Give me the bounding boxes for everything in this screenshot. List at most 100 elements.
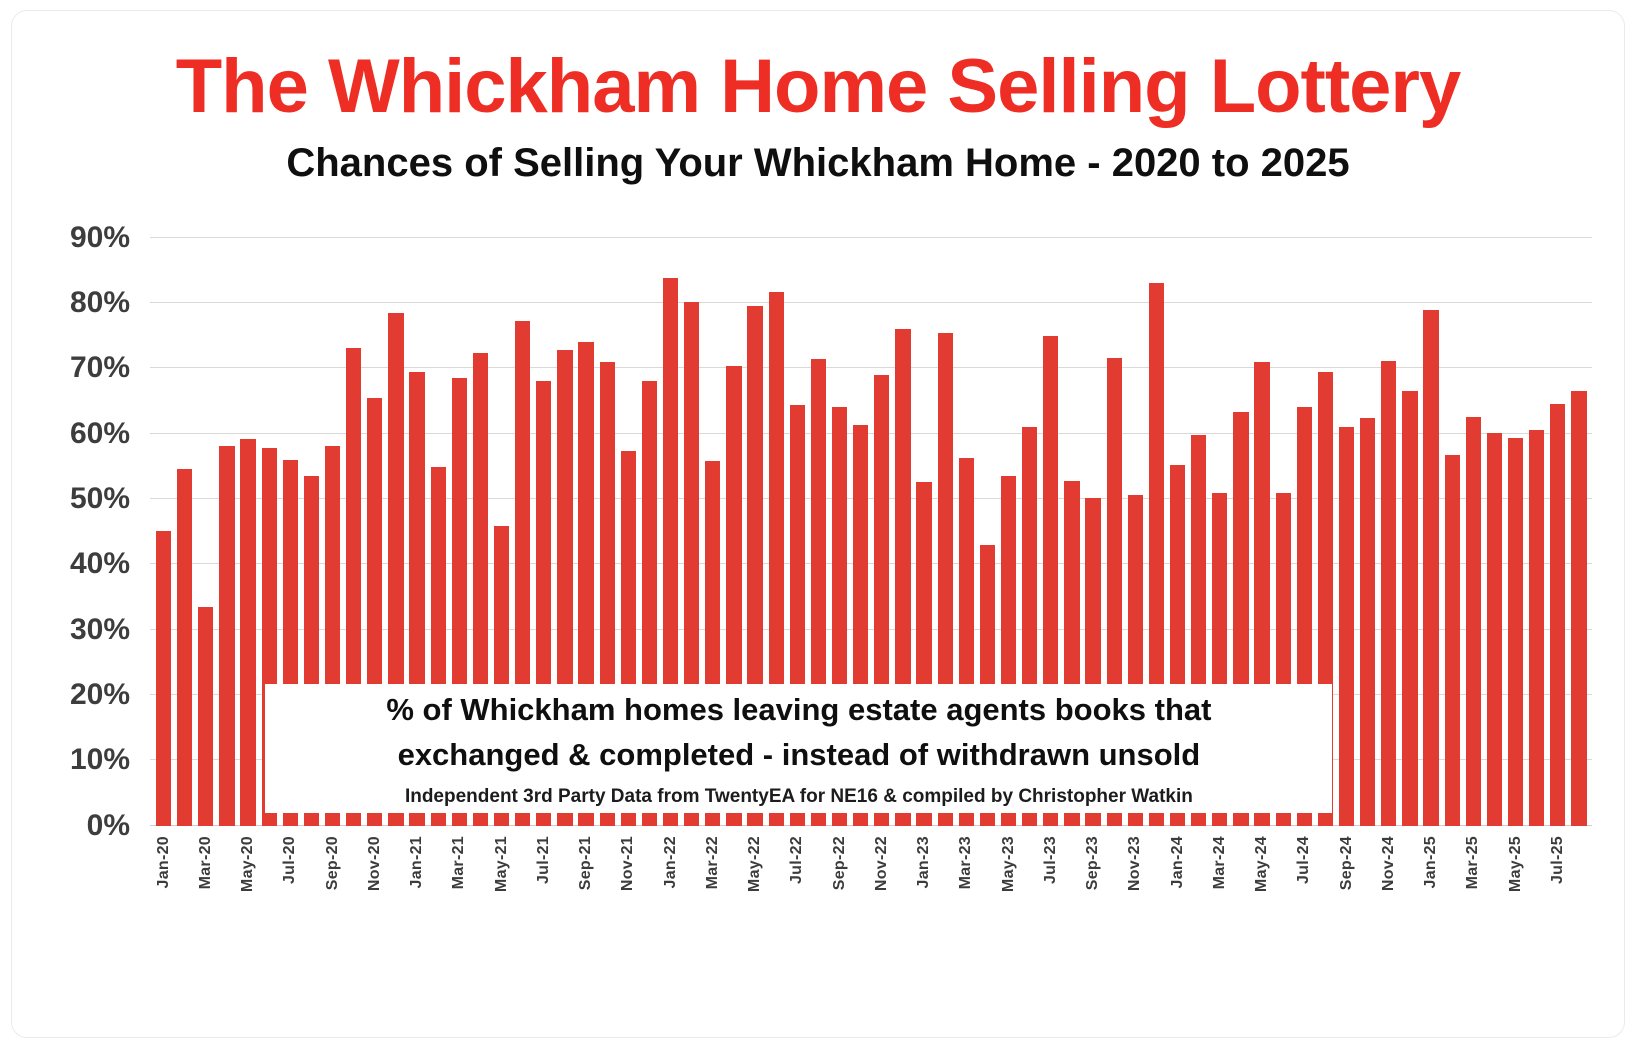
x-slot: Mar-25	[1463, 836, 1484, 936]
x-slot	[723, 836, 744, 936]
y-tick-label-70: 70%	[69, 351, 130, 385]
x-tick-label-Sep-21: Sep-21	[577, 835, 595, 891]
x-slot: Jul-25	[1547, 836, 1568, 936]
x-tick-label-May-24: May-24	[1253, 835, 1271, 892]
y-tick-label-20: 20%	[69, 678, 130, 712]
x-slot: Mar-21	[449, 836, 470, 936]
annotation-line2: exchanged & completed - instead of withd…	[397, 737, 1201, 773]
y-tick-label-0: 0%	[86, 808, 130, 842]
x-tick-label-Sep-20: Sep-20	[323, 835, 341, 891]
x-tick-label-Mar-20: Mar-20	[196, 835, 214, 890]
bar-slot	[1421, 238, 1442, 826]
x-tick-label-Sep-22: Sep-22	[830, 835, 848, 891]
x-slot: Sep-20	[322, 836, 343, 936]
x-tick-label-Jul-23: Jul-23	[1041, 835, 1059, 884]
plot-area: % of Whickham homes leaving estate agent…	[150, 236, 1592, 826]
y-tick-label-50: 50%	[69, 482, 130, 516]
x-slot: Sep-24	[1336, 836, 1357, 936]
gridline-90	[150, 236, 1592, 238]
bar-slot	[1526, 238, 1547, 826]
gridline-30	[150, 628, 1592, 630]
bar-Apr-25	[1486, 433, 1503, 826]
x-slot	[428, 836, 449, 936]
x-slot: Jul-24	[1294, 836, 1315, 936]
x-slot: Jan-23	[914, 836, 935, 936]
bar-Jul-25	[1550, 404, 1566, 826]
bar-slot	[1357, 238, 1378, 826]
x-tick-label-Sep-23: Sep-23	[1084, 835, 1102, 891]
x-tick-label-Jan-24: Jan-24	[1168, 835, 1186, 889]
y-tick-label-40: 40%	[69, 547, 130, 581]
x-tick-label-Jan-23: Jan-23	[915, 835, 933, 889]
x-tick-label-May-21: May-21	[492, 835, 510, 892]
x-slot	[259, 836, 280, 936]
x-slot: Jul-21	[533, 836, 554, 936]
bar-Jan-25	[1423, 310, 1439, 826]
bar-slot	[1568, 238, 1589, 826]
y-tick-label-60: 60%	[69, 416, 130, 450]
x-slot	[1442, 836, 1463, 936]
x-slot: May-24	[1252, 836, 1273, 936]
x-tick-label-Nov-20: Nov-20	[365, 835, 383, 891]
x-slot	[216, 836, 237, 936]
x-slot	[977, 836, 998, 936]
bar-slot	[1378, 238, 1399, 826]
x-slot: Nov-23	[1125, 836, 1146, 936]
x-slot: Nov-22	[871, 836, 892, 936]
x-tick-label-Jul-24: Jul-24	[1295, 835, 1313, 884]
x-tick-label-Nov-22: Nov-22	[872, 835, 890, 891]
x-tick-label-Jul-20: Jul-20	[281, 835, 299, 884]
x-slot: Jul-20	[280, 836, 301, 936]
x-slot: Mar-23	[956, 836, 977, 936]
y-tick-label-30: 30%	[69, 612, 130, 646]
x-tick-label-May-22: May-22	[746, 835, 764, 892]
bar-Dec-24	[1402, 391, 1418, 826]
x-tick-label-Jan-22: Jan-22	[661, 835, 679, 889]
y-tick-label-10: 10%	[69, 743, 130, 777]
gridline-0	[150, 824, 1592, 826]
x-slot	[681, 836, 702, 936]
x-slot	[1484, 836, 1505, 936]
bar-slot	[195, 238, 216, 826]
annotation-box: % of Whickham homes leaving estate agent…	[265, 683, 1333, 813]
x-slot	[808, 836, 829, 936]
bar-Feb-25	[1444, 454, 1460, 826]
x-slot	[766, 836, 787, 936]
x-tick-label-May-20: May-20	[239, 835, 257, 892]
x-slot: Jan-21	[407, 836, 428, 936]
x-slot	[1526, 836, 1547, 936]
x-slot: Jan-25	[1421, 836, 1442, 936]
annotation-source: Independent 3rd Party Data from TwentyEA…	[404, 786, 1193, 808]
bar-Jun-25	[1529, 429, 1545, 826]
x-slot: Mar-20	[195, 836, 216, 936]
bar-Nov-24	[1381, 360, 1397, 826]
x-slot: Mar-24	[1209, 836, 1230, 936]
y-axis-labels: 0% 10% 20% 30% 40% 50% 60% 70% 80% 90%	[38, 222, 130, 840]
x-slot	[597, 836, 618, 936]
x-slot	[639, 836, 660, 936]
bar-May-25	[1507, 438, 1524, 826]
x-tick-label-Jan-25: Jan-25	[1422, 835, 1440, 889]
x-tick-label-Jul-25: Jul-25	[1548, 835, 1566, 884]
chart-subtitle: Chances of Selling Your Whickham Home - …	[286, 140, 1350, 185]
x-slot: May-22	[745, 836, 766, 936]
x-slot	[1146, 836, 1167, 936]
x-slot	[892, 836, 913, 936]
x-slot	[470, 836, 491, 936]
x-slot	[1273, 836, 1294, 936]
bar-slot	[1336, 238, 1357, 826]
bar-Sep-24	[1338, 427, 1355, 826]
x-tick-label-May-23: May-23	[999, 835, 1017, 892]
gridline-70	[150, 367, 1592, 369]
x-slot	[850, 836, 871, 936]
bar-Feb-20	[177, 469, 193, 826]
gridline-50	[150, 498, 1592, 500]
chart-card: The Whickham Home Selling Lottery Chance…	[11, 10, 1625, 1038]
x-slot: Jan-24	[1167, 836, 1188, 936]
x-tick-label-Sep-24: Sep-24	[1337, 835, 1355, 891]
x-slot	[1568, 836, 1589, 936]
x-tick-label-Mar-22: Mar-22	[703, 835, 721, 890]
bar-Mar-25	[1465, 416, 1481, 826]
x-slot	[1061, 836, 1082, 936]
bar-Oct-24	[1360, 418, 1376, 826]
